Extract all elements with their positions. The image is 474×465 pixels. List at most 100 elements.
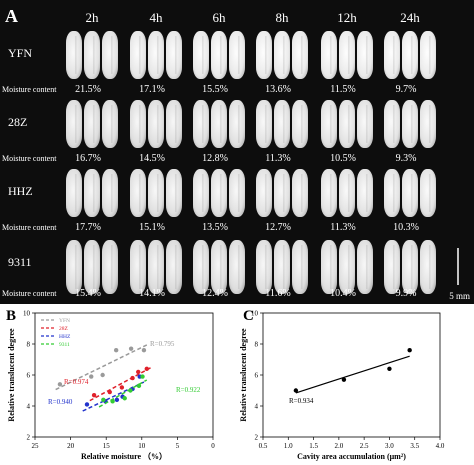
rice-grain xyxy=(66,240,82,294)
rice-grain xyxy=(384,240,400,294)
x-tick-label: 3.0 xyxy=(385,442,394,450)
rice-grain xyxy=(229,100,245,148)
x-tick-label: 15 xyxy=(103,442,111,450)
rice-grain xyxy=(402,240,418,294)
x-tick-label: 2.5 xyxy=(360,442,369,450)
rice-grain xyxy=(102,31,118,79)
rice-grain xyxy=(211,100,227,148)
rice-grain xyxy=(193,31,209,79)
legend-entry: 9311 xyxy=(59,342,70,348)
moisture-value: 15.1% xyxy=(139,222,165,233)
data-point xyxy=(114,397,120,402)
rice-grain xyxy=(193,169,209,217)
rice-grain xyxy=(166,100,182,148)
legend-entry: YFN xyxy=(59,318,70,324)
moisture-value: 14.1% xyxy=(139,288,165,299)
data-point xyxy=(387,366,392,371)
trend-line xyxy=(55,343,149,391)
rice-grain xyxy=(384,169,400,217)
x-tick-label: 25 xyxy=(32,442,40,450)
rice-grain xyxy=(292,169,308,217)
moisture-value: 11.3% xyxy=(265,153,290,164)
rice-grain xyxy=(274,31,290,79)
rice-grain xyxy=(321,169,337,217)
data-point xyxy=(119,385,125,390)
data-point xyxy=(293,388,299,393)
moisture-value: 9.7% xyxy=(396,84,417,95)
y-tick-label: 2 xyxy=(27,434,31,442)
rice-grain xyxy=(130,169,146,217)
x-axis-label: Relative moisture （%） xyxy=(81,451,167,461)
moisture-value: 17.1% xyxy=(139,84,165,95)
moisture-row-label: Moisture content xyxy=(2,154,57,163)
rice-grain xyxy=(130,31,146,79)
x-tick-label: 10 xyxy=(138,442,146,450)
rice-grain xyxy=(339,169,355,217)
data-point xyxy=(136,369,141,375)
rice-grain xyxy=(256,169,272,217)
data-point xyxy=(128,388,133,393)
rice-grain xyxy=(292,31,308,79)
moisture-value: 10.4% xyxy=(330,288,356,299)
moisture-value: 16.7% xyxy=(75,153,101,164)
panel-a-grain-photos: A 2h 4h 6h 8h 12h 24h YFN Moisture content 21.5%… xyxy=(0,0,474,304)
data-point xyxy=(136,383,142,389)
moisture-value: 10.3% xyxy=(393,222,419,233)
rice-grain xyxy=(66,31,82,79)
rice-grain xyxy=(148,240,164,294)
rice-grain xyxy=(292,100,308,148)
x-tick-label: 1.0 xyxy=(284,442,293,450)
rice-grain xyxy=(339,100,355,148)
time-label: 12h xyxy=(337,10,357,25)
rice-grain xyxy=(274,169,290,217)
rice-grain xyxy=(339,240,355,294)
r-value-label: R=0.974 xyxy=(64,378,89,386)
variety-label: 9311 xyxy=(8,255,32,269)
variety-label: HHZ xyxy=(8,184,33,198)
moisture-value: 9.9% xyxy=(396,288,417,299)
moisture-value: 13.6% xyxy=(265,84,291,95)
rice-grain xyxy=(256,240,272,294)
variety-label: 28Z xyxy=(8,115,27,129)
x-tick-label: 2.0 xyxy=(334,442,343,450)
y-tick-label: 2 xyxy=(255,434,259,442)
rice-grain xyxy=(402,169,418,217)
time-label: 6h xyxy=(213,10,227,25)
rice-grain xyxy=(84,31,100,79)
panel-label: B xyxy=(6,308,16,324)
moisture-value: 11.3% xyxy=(330,222,355,233)
moisture-value: 13.5% xyxy=(202,222,228,233)
rice-grain xyxy=(211,240,227,294)
data-point xyxy=(144,366,149,371)
moisture-value: 14.5% xyxy=(139,153,165,164)
y-axis-label: Relative translucent degree xyxy=(239,328,248,422)
data-point xyxy=(110,399,115,404)
rice-grain xyxy=(384,100,400,148)
x-tick-label: 0.5 xyxy=(259,442,268,450)
scale-bar-label: 5 mm xyxy=(449,291,470,301)
y-tick-label: 8 xyxy=(27,341,31,349)
moisture-value: 12.8% xyxy=(202,153,228,164)
rice-grain xyxy=(420,31,436,79)
rice-grain xyxy=(229,31,245,79)
moisture-value: 9.3% xyxy=(396,153,417,164)
time-label: 4h xyxy=(150,10,164,25)
rice-grain xyxy=(211,31,227,79)
y-tick-label: 10 xyxy=(23,310,31,318)
y-tick-label: 8 xyxy=(255,341,259,349)
rice-grain xyxy=(274,100,290,148)
rice-grain xyxy=(193,240,209,294)
y-tick-label: 4 xyxy=(255,403,259,411)
x-tick-label: 1.5 xyxy=(309,442,318,450)
data-point xyxy=(341,377,347,382)
y-tick-label: 6 xyxy=(255,372,259,380)
moisture-value: 10.5% xyxy=(330,153,356,164)
panel-label: C xyxy=(243,308,254,324)
rice-grain xyxy=(102,240,118,294)
y-tick-label: 6 xyxy=(27,372,31,380)
rice-grain xyxy=(148,100,164,148)
moisture-value: 15.5% xyxy=(202,84,228,95)
rice-grain xyxy=(84,169,100,217)
